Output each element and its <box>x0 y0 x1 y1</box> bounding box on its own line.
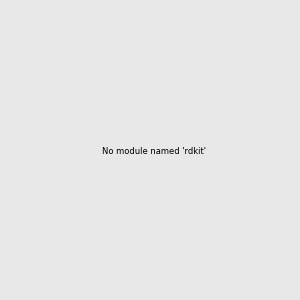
Text: No module named 'rdkit': No module named 'rdkit' <box>102 147 206 156</box>
